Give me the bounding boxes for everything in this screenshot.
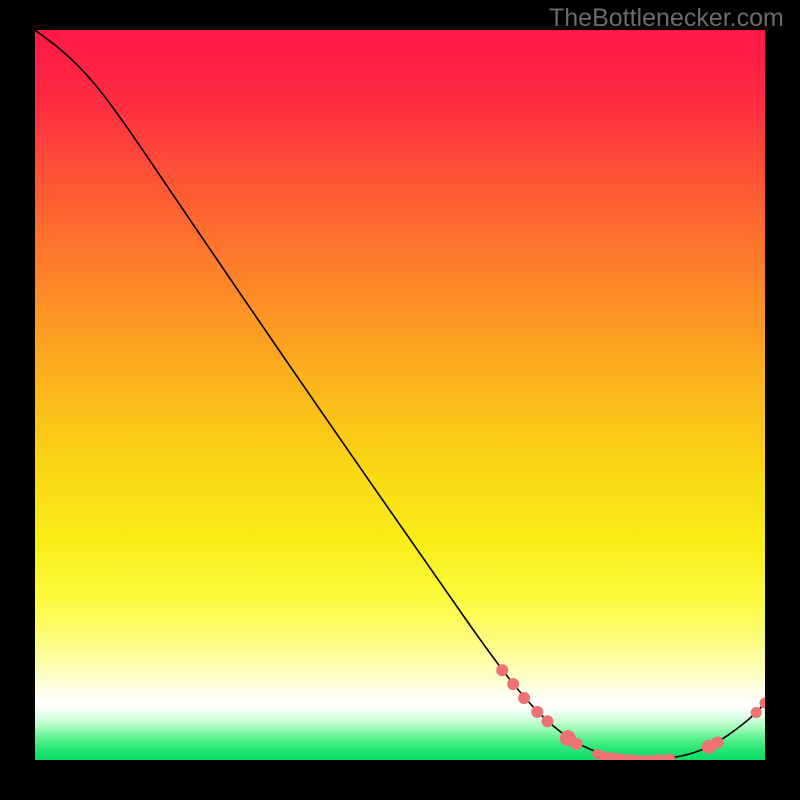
data-marker bbox=[541, 715, 553, 727]
data-marker bbox=[518, 692, 530, 704]
data-marker bbox=[712, 736, 724, 748]
data-marker bbox=[571, 738, 583, 750]
data-marker bbox=[507, 678, 519, 690]
bottleneck-plot bbox=[35, 30, 765, 760]
data-marker bbox=[531, 706, 543, 718]
watermark-text: TheBottlenecker.com bbox=[549, 4, 784, 33]
data-marker bbox=[751, 707, 762, 718]
plot-svg bbox=[35, 30, 765, 760]
plot-background bbox=[35, 30, 765, 760]
data-marker bbox=[496, 664, 508, 676]
